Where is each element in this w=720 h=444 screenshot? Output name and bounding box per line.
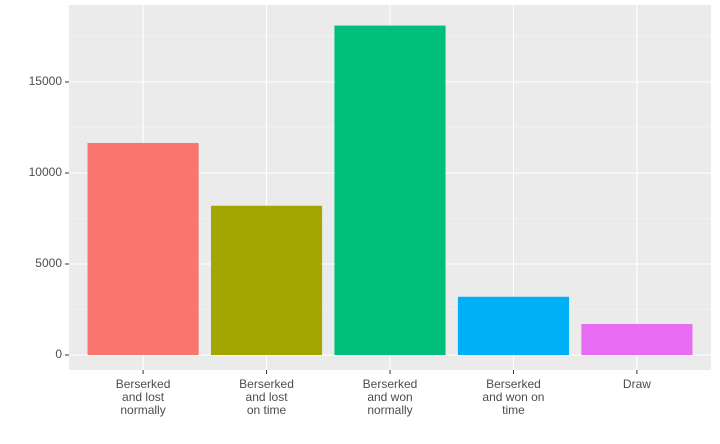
bar xyxy=(87,142,199,356)
bar xyxy=(334,25,446,356)
x-tick-label: Berserked and lost normally xyxy=(115,377,171,417)
x-tick-label: Berserked and lost on time xyxy=(239,377,294,417)
y-tick-label: 0 xyxy=(55,347,62,361)
bar xyxy=(581,324,693,356)
y-tick-label: 5000 xyxy=(35,256,62,270)
x-tick-label: Berserked and won normally xyxy=(362,377,418,417)
y-tick-label: 15000 xyxy=(29,74,63,88)
bar xyxy=(210,205,323,356)
x-tick-label: Berserked and won on time xyxy=(482,377,545,417)
x-tick-label: Draw xyxy=(622,377,651,391)
bar xyxy=(457,296,570,356)
y-tick-label: 10000 xyxy=(29,165,63,179)
